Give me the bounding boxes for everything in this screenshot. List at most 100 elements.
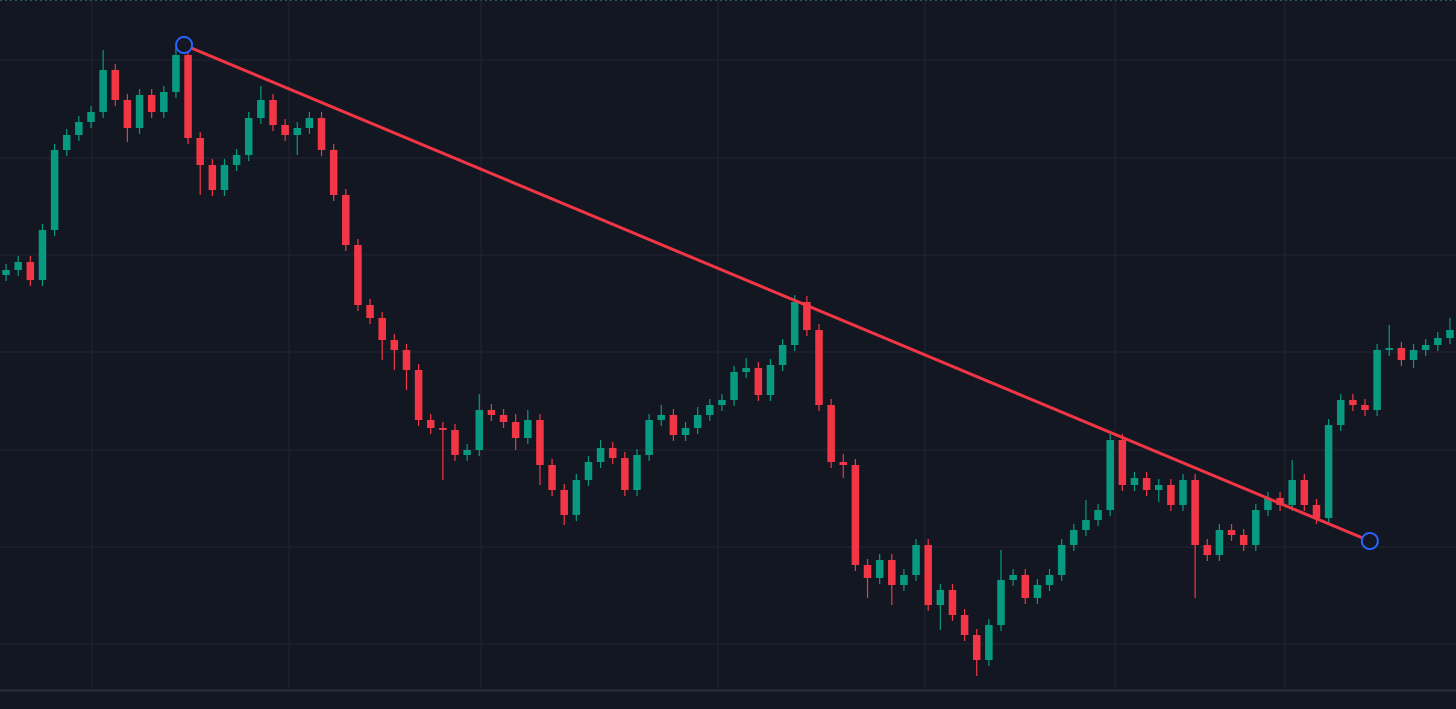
candle-body [681, 428, 690, 435]
candle-body [693, 415, 702, 428]
candle-body [463, 450, 471, 455]
candle-body [815, 330, 823, 405]
candle-body [451, 430, 459, 455]
candle-body [936, 590, 945, 605]
candle-body [1118, 440, 1127, 485]
candle-body [1421, 345, 1430, 350]
candle-body [293, 128, 302, 135]
candle-body [99, 70, 107, 112]
candle-body [14, 262, 22, 270]
trendline [183, 43, 1371, 543]
candle-body [1361, 405, 1369, 410]
candle-body [985, 625, 993, 660]
candle-body [196, 138, 204, 165]
candle-body [1349, 400, 1357, 405]
candle-body [111, 70, 120, 100]
candle-body [657, 415, 666, 420]
candle-body [1336, 400, 1345, 425]
candle-body [1191, 480, 1199, 545]
candle-body [1446, 330, 1454, 338]
candle-body [1130, 478, 1139, 485]
candle-body [560, 490, 568, 515]
candle-body [2, 270, 10, 275]
candle-body [839, 462, 848, 465]
candle-body [1252, 510, 1260, 545]
candle-body [718, 400, 726, 405]
candle-body [475, 410, 484, 450]
candle-body [317, 118, 326, 150]
candle-body [621, 458, 629, 490]
candle-body [1057, 545, 1066, 575]
candle-body [1397, 348, 1406, 360]
candle-body [1203, 545, 1212, 555]
candle-body [50, 150, 59, 230]
candle-body [754, 368, 763, 395]
candle-body [633, 455, 641, 490]
candle-body [803, 302, 811, 330]
candle-body [1094, 510, 1102, 520]
candle-body [1033, 585, 1042, 598]
candle-body [378, 318, 386, 340]
candle-body [329, 150, 338, 195]
trendline-handle [175, 36, 194, 54]
candle-body [1021, 575, 1030, 598]
candle-body [38, 230, 47, 280]
candle-body [342, 195, 350, 245]
candle-body [499, 415, 508, 422]
candle-body [596, 448, 605, 462]
candle-body [390, 340, 399, 350]
candle-body [645, 420, 653, 455]
candle-body [863, 565, 872, 578]
candle-body [730, 372, 738, 400]
candle-body [548, 465, 556, 490]
candle-body [184, 55, 192, 138]
candle-body [1167, 485, 1175, 505]
candle-body [354, 245, 362, 305]
candle-body [160, 92, 168, 112]
candle-body [123, 100, 132, 128]
candle-body [414, 370, 423, 420]
candle-body [1179, 480, 1187, 505]
candle-body [1082, 520, 1090, 530]
candle-body [75, 122, 83, 135]
candle-body [924, 545, 932, 605]
candle-body [269, 100, 277, 125]
candle-body [402, 350, 411, 370]
candle-body [572, 480, 581, 515]
candle-body [1227, 530, 1236, 535]
candle-body [1106, 440, 1114, 510]
candle-body [1300, 480, 1309, 505]
candle-body [888, 560, 896, 585]
candle-body [948, 590, 957, 615]
candle-body [281, 125, 289, 135]
candle-body [1312, 505, 1321, 518]
candle-body [426, 420, 435, 428]
candle-body [1276, 498, 1284, 505]
candle-body [26, 262, 35, 280]
candle-body [1239, 535, 1248, 545]
candle-body [706, 405, 714, 415]
candle-body [827, 405, 835, 462]
candle-body [244, 118, 253, 155]
candle-body [1215, 530, 1224, 555]
candle-body [669, 415, 678, 435]
candle-body [172, 55, 180, 92]
candle-body [972, 635, 981, 660]
candle-body [960, 615, 969, 635]
candle-body [875, 560, 884, 578]
candle-body [1154, 485, 1163, 490]
candle-body [62, 135, 71, 150]
candle-body [1385, 348, 1394, 350]
candle-body [1288, 480, 1296, 505]
candle-body [511, 422, 520, 438]
candle-body [778, 345, 787, 365]
candle-body [147, 95, 156, 112]
candle-body [790, 302, 799, 345]
candle-body [1045, 575, 1054, 585]
candle-body [1409, 350, 1418, 360]
candle-body [1324, 425, 1333, 518]
candle-body [1264, 498, 1272, 510]
candle-body [912, 545, 920, 575]
